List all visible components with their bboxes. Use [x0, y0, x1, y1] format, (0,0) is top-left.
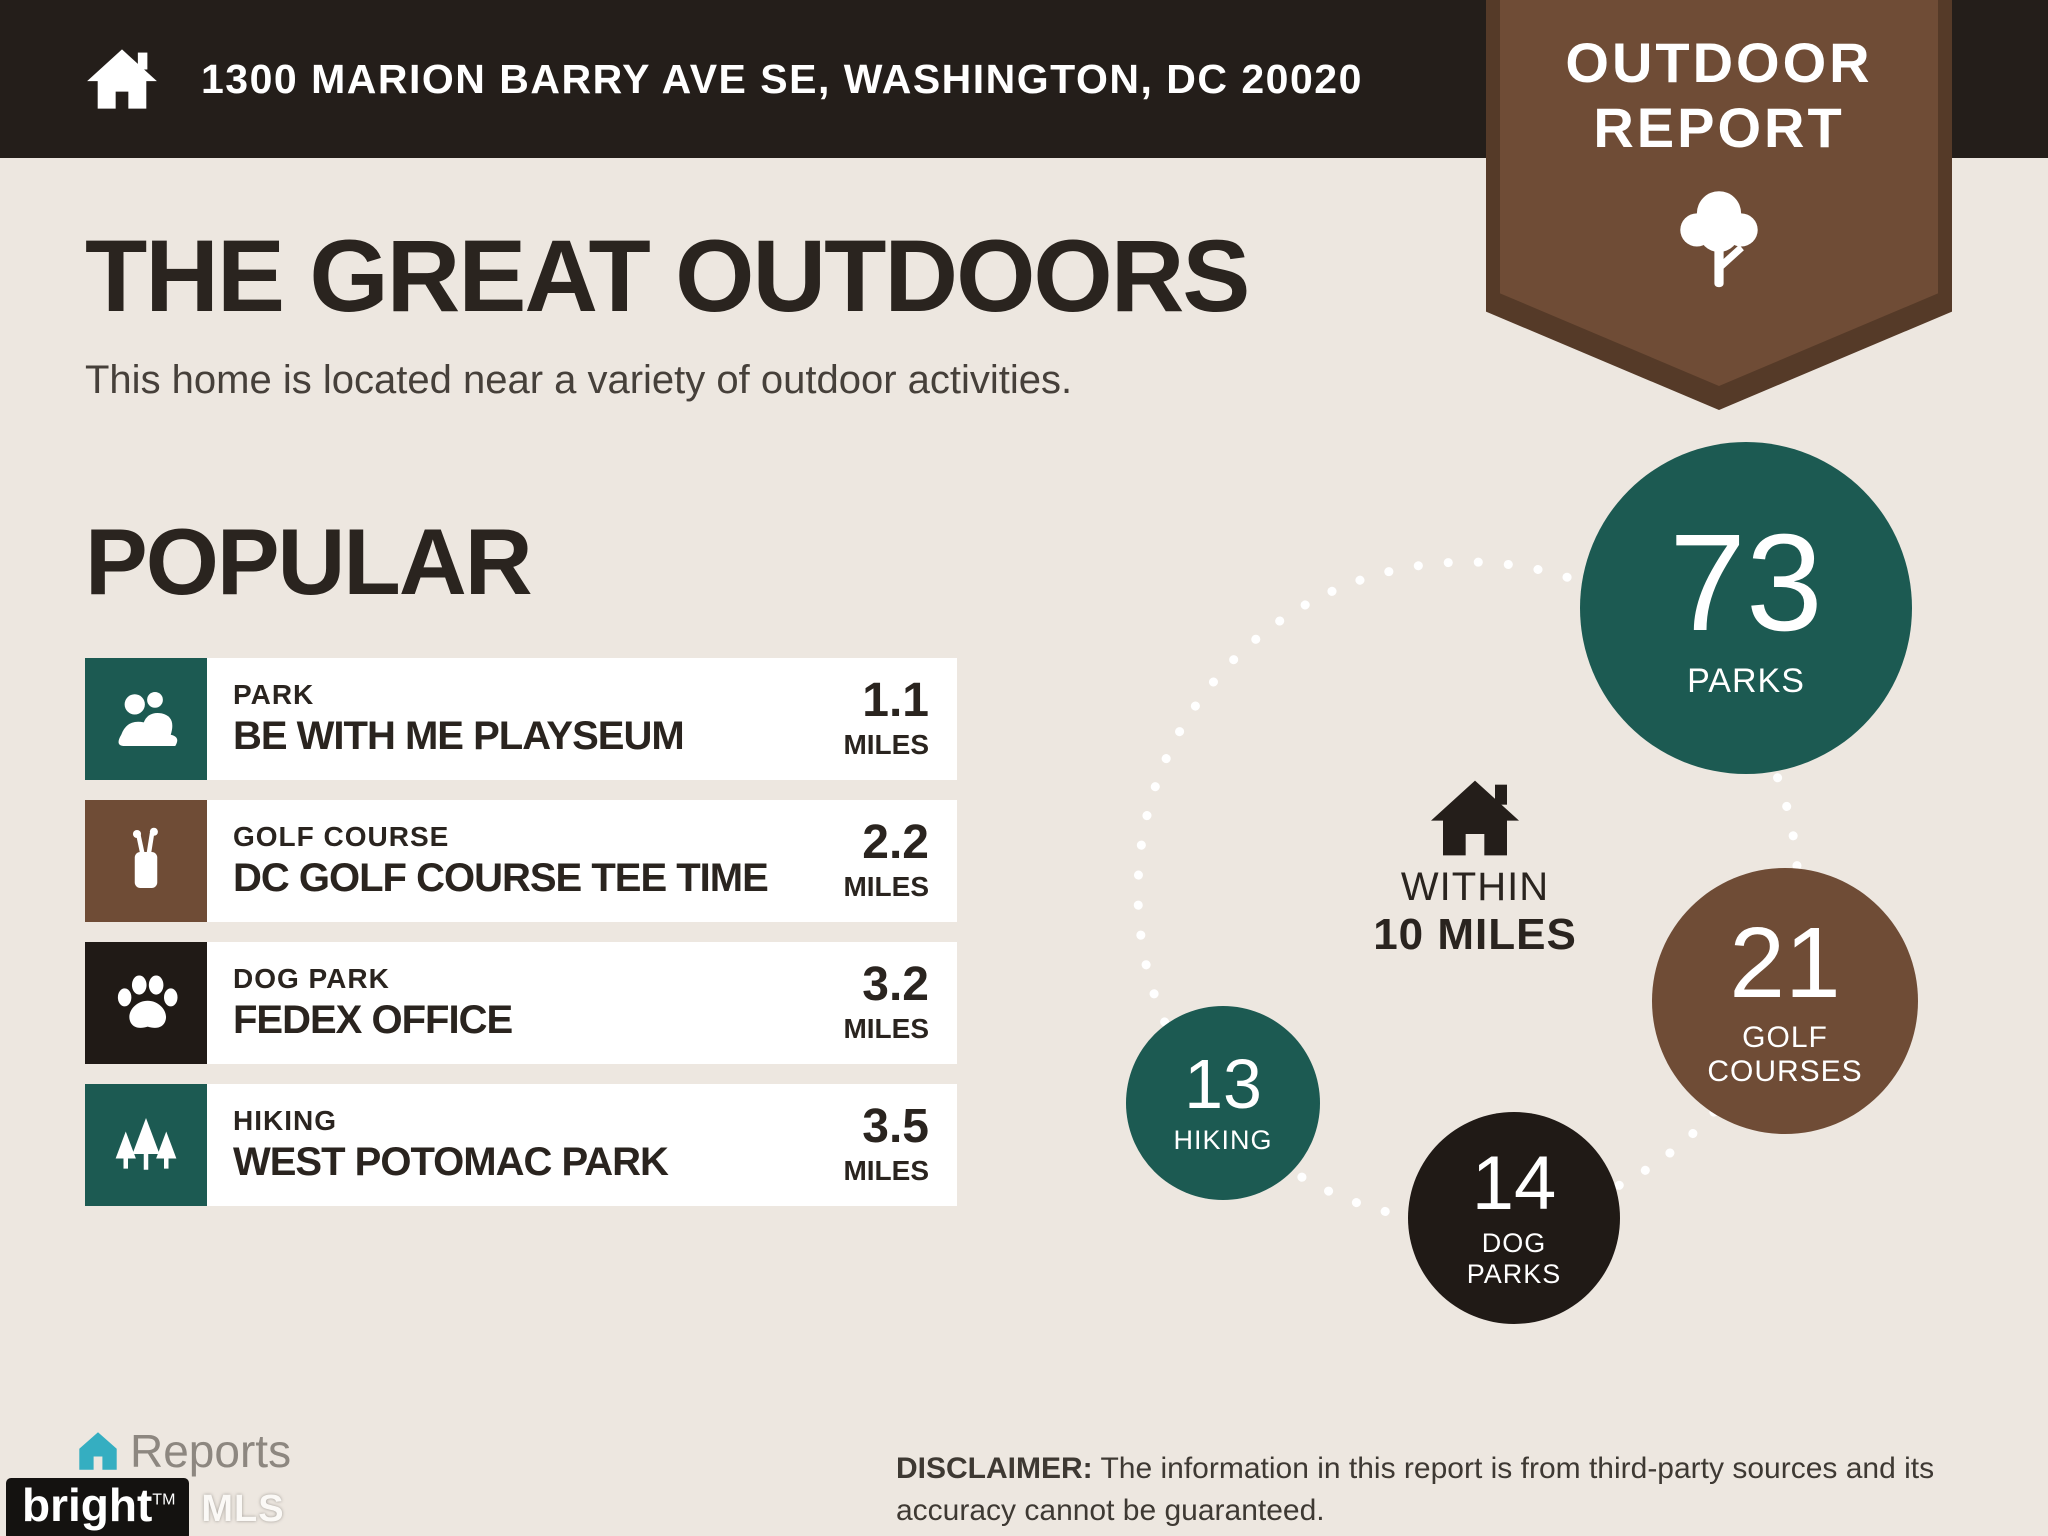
stat-value: 14 — [1471, 1140, 1557, 1226]
list-item: HIKING WEST POTOMAC PARK 3.5 MILES — [85, 1084, 957, 1206]
item-name: WEST POTOMAC PARK — [233, 1140, 669, 1184]
list-item: GOLF COURSE DC GOLF COURSE TEE TIME 2.2 … — [85, 800, 957, 922]
item-category: DOG PARK — [233, 963, 390, 994]
item-name: DC GOLF COURSE TEE TIME — [233, 856, 769, 900]
item-text: HIKING WEST POTOMAC PARK — [207, 1084, 797, 1206]
distance-value: 3.5 — [862, 1100, 929, 1153]
item-distance: 2.2 MILES — [797, 800, 957, 922]
tree-icon — [1680, 191, 1758, 288]
distance-value: 1.1 — [862, 674, 929, 727]
stat-value: 73 — [1669, 506, 1823, 661]
stat-golf-courses: 21 GOLF COURSES — [1652, 868, 1918, 1134]
bright-box: brightTM — [6, 1478, 190, 1536]
trees-icon — [85, 1084, 207, 1206]
item-distance: 3.5 MILES — [797, 1084, 957, 1206]
golf-icon — [85, 800, 207, 922]
popular-section-title: POPULAR — [85, 509, 533, 614]
outdoor-report-ribbon: OUTDOOR REPORT — [1486, 0, 1952, 410]
disclaimer-label: DISCLAIMER: — [896, 1452, 1093, 1485]
brightmls-logo: brightTM MLS — [6, 1478, 285, 1536]
stat-parks: 73 PARKS — [1580, 442, 1912, 774]
stat-value: 13 — [1184, 1045, 1262, 1124]
ribbon-title-line1: OUTDOOR — [1565, 31, 1873, 94]
bright-text: bright — [22, 1479, 153, 1531]
item-distance: 1.1 MILES — [797, 658, 957, 780]
distance-unit: MILES — [843, 1013, 929, 1044]
stat-label: DOG PARKS — [1466, 1227, 1562, 1289]
ribbon-title-line2: REPORT — [1593, 96, 1845, 159]
property-address: 1300 MARION BARRY AVE SE, WASHINGTON, DC… — [201, 55, 1363, 102]
distance-unit: MILES — [843, 729, 929, 760]
stat-label: HIKING — [1173, 1125, 1273, 1156]
stat-label: GOLF COURSES — [1707, 1020, 1863, 1089]
distance-unit: MILES — [843, 1155, 929, 1186]
distance-value: 2.2 — [862, 816, 929, 869]
list-item: DOG PARK FEDEX OFFICE 3.2 MILES — [85, 942, 957, 1064]
item-category: HIKING — [233, 1105, 337, 1136]
item-category: PARK — [233, 679, 315, 710]
item-name: FEDEX OFFICE — [233, 998, 513, 1042]
stat-dog-parks: 14 DOG PARKS — [1408, 1112, 1620, 1324]
miles-label: 10 MILES — [1373, 910, 1577, 959]
listreports-icon — [79, 1432, 117, 1470]
disclaimer: DISCLAIMER: The information in this repo… — [896, 1448, 1971, 1532]
ribbon-front: OUTDOOR REPORT — [1500, 0, 1938, 386]
item-distance: 3.2 MILES — [797, 942, 957, 1064]
page-title: THE GREAT OUTDOORS — [85, 219, 1250, 333]
mls-text: MLS — [201, 1487, 285, 1530]
distance-unit: MILES — [843, 871, 929, 902]
stat-value: 21 — [1729, 906, 1841, 1019]
park-icon — [85, 658, 207, 780]
page-subtitle: This home is located near a variety of o… — [85, 358, 1073, 402]
distance-value: 3.2 — [862, 958, 929, 1011]
popular-list: PARK BE WITH ME PLAYSEUM 1.1 MILES GOLF … — [85, 658, 957, 1206]
item-text: DOG PARK FEDEX OFFICE — [207, 942, 797, 1064]
bright-tm: TM — [152, 1491, 176, 1509]
paw-icon — [85, 942, 207, 1064]
home-icon — [87, 49, 157, 109]
item-text: PARK BE WITH ME PLAYSEUM — [207, 658, 797, 780]
listreports-logo: Reports — [76, 1424, 291, 1478]
item-category: GOLF COURSE — [233, 821, 450, 852]
within-label: WITHIN — [1400, 865, 1550, 909]
stat-label: PARKS — [1687, 662, 1805, 701]
disclaimer-text: The information in this report is from t… — [896, 1452, 1935, 1527]
listreports-text: Reports — [130, 1425, 292, 1477]
item-text: GOLF COURSE DC GOLF COURSE TEE TIME — [207, 800, 797, 922]
house-icon — [1431, 780, 1519, 856]
item-name: BE WITH ME PLAYSEUM — [233, 714, 685, 758]
list-item: PARK BE WITH ME PLAYSEUM 1.1 MILES — [85, 658, 957, 780]
radius-center-label: WITHIN 10 MILES — [1330, 778, 1620, 960]
stat-hiking: 13 HIKING — [1126, 1006, 1320, 1200]
